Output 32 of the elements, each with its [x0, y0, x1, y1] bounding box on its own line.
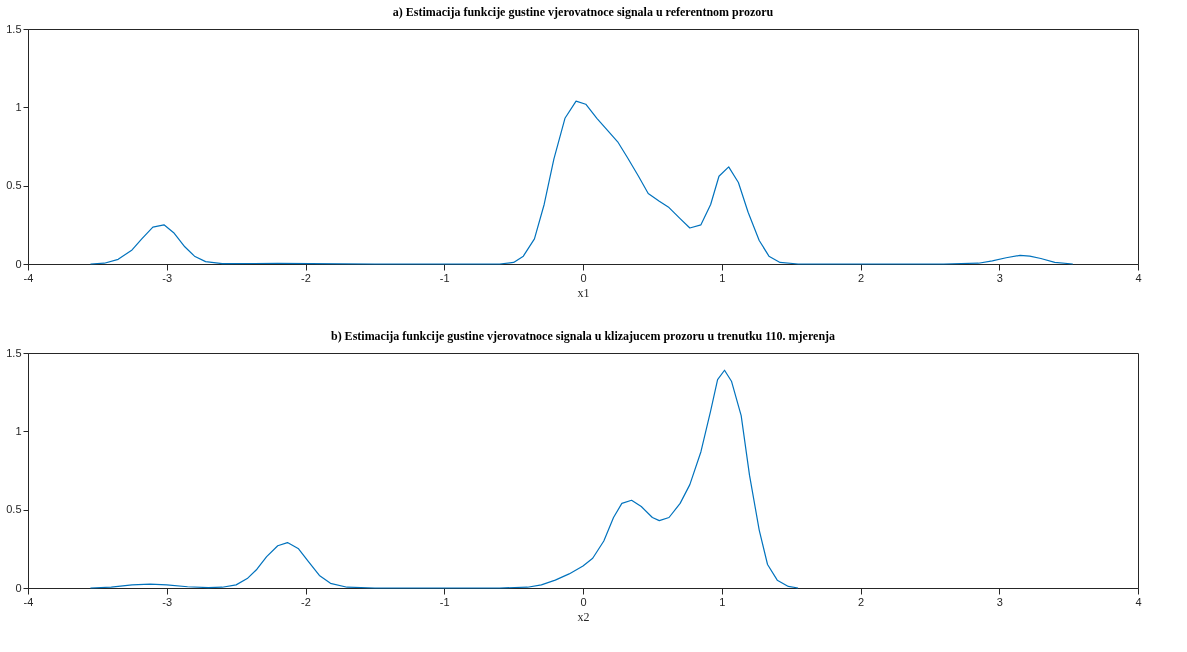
- x-tick-label: -2: [301, 595, 311, 608]
- chart-title: b) Estimacija funkcije gustine vjerovatnoce signala u klizajucem prozoru u trenutku 110. mjerenja: [330, 329, 836, 343]
- x-tick-label: 4: [1135, 271, 1142, 284]
- x-tick-label: 1: [719, 271, 726, 284]
- x-tick-label: 0: [580, 595, 587, 608]
- x-tick-label: -2: [301, 271, 311, 284]
- x-tick-label: -4: [23, 271, 34, 284]
- x-tick-label: -3: [162, 271, 173, 284]
- x-axis-title: x2: [577, 609, 590, 624]
- x-tick-label: 3: [996, 595, 1003, 608]
- x-tick-label: -4: [23, 595, 34, 608]
- x-tick-label: -3: [162, 595, 173, 608]
- x-tick-label: -1: [439, 271, 450, 284]
- x-axis-title: x1: [577, 285, 590, 300]
- y-tick-label: 1: [15, 100, 22, 113]
- x-tick-label: -1: [439, 595, 450, 608]
- y-tick-label: 1.5: [6, 22, 22, 35]
- x-tick-label: 4: [1135, 595, 1142, 608]
- y-tick-label: 1.5: [6, 346, 22, 359]
- y-tick-label: 0.5: [6, 503, 22, 516]
- y-tick-label: 0: [15, 581, 22, 594]
- y-tick-label: 0: [15, 257, 22, 270]
- line-series: [89, 369, 799, 589]
- x-tick-label: 2: [857, 595, 865, 608]
- x-tick-label: 1: [719, 595, 726, 608]
- y-tick-label: 1: [15, 424, 22, 437]
- x-tick-label: 2: [857, 271, 865, 284]
- line-series: [89, 100, 1074, 265]
- x-tick-label: 3: [996, 271, 1003, 284]
- y-tick-label: 0.5: [6, 179, 22, 192]
- chart-title: a) Estimacija funkcije gustine vjerovatnoce signala u referentnom prozoru: [392, 5, 774, 19]
- x-tick-label: 0: [580, 271, 587, 284]
